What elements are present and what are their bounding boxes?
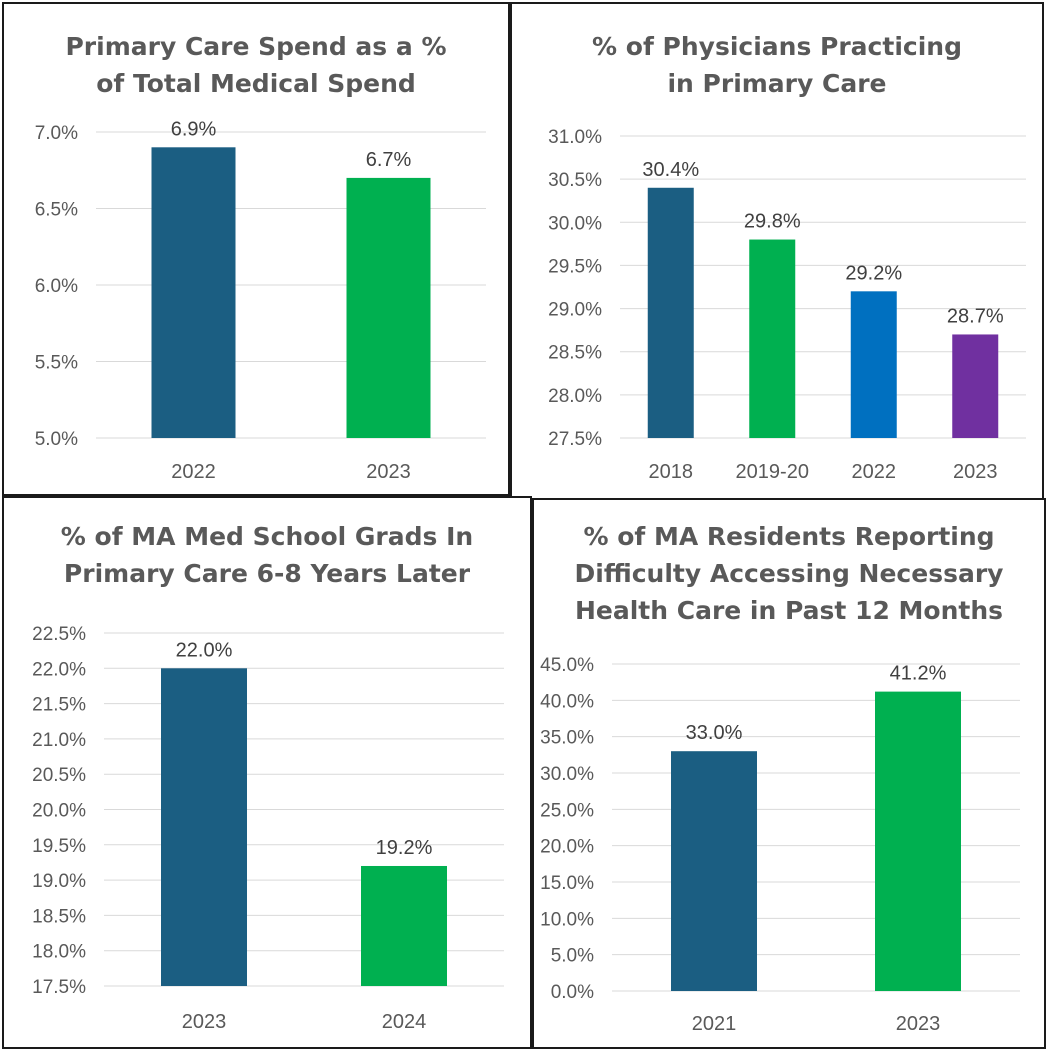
x-tick-label: 2022 <box>171 461 216 483</box>
y-tick-label: 21.0% <box>32 730 86 751</box>
chart-panel-residents-difficulty-access: % of MA Residents Reporting Difficulty A… <box>532 498 1046 1049</box>
y-tick-label: 20.0% <box>540 837 594 858</box>
bar <box>952 334 999 438</box>
chart-title: Primary Care Spend as a % of Total Medic… <box>4 28 508 102</box>
bar <box>161 668 247 986</box>
data-label: 6.9% <box>171 118 217 140</box>
y-tick-label: 30.5% <box>548 170 602 191</box>
x-tick-label: 2024 <box>382 1011 427 1033</box>
y-tick-label: 30.0% <box>540 764 594 785</box>
bar-chart: 0.0% 5.0% 10.0% 15.0% 20.0% 25.0% 30.0% 35.0% 40… <box>540 655 1020 1035</box>
data-label: 22.0% <box>176 639 233 661</box>
y-tick-label: 17.5% <box>32 977 86 998</box>
x-tick-label: 2023 <box>896 1013 941 1035</box>
y-tick-label: 28.5% <box>548 343 602 364</box>
bar <box>361 865 447 986</box>
chart-title: % of Physicians Practicing in Primary Ca… <box>512 28 1042 102</box>
chart-panel-physicians-primary-care: % of Physicians Practicing in Primary Ca… <box>510 2 1044 500</box>
chart-title-line-1: % of Physicians Practicing <box>592 32 962 61</box>
y-tick-label: 30.0% <box>548 213 602 234</box>
y-tick-label: 19.0% <box>32 871 86 892</box>
y-tick-label: 28.0% <box>548 386 602 407</box>
chart-title-line-2: Difficulty Accessing Necessary <box>574 559 1004 588</box>
data-label: 29.8% <box>744 211 801 233</box>
y-tick-label: 10.0% <box>540 909 594 930</box>
y-tick-label: 40.0% <box>540 691 594 712</box>
chart-title-line-1: % of MA Residents Reporting <box>583 522 995 551</box>
y-tick-label: 20.0% <box>32 801 86 822</box>
chart-title: % of MA Residents Reporting Difficulty A… <box>534 518 1044 629</box>
data-label: 28.7% <box>947 305 1004 327</box>
bar <box>647 187 694 438</box>
bar <box>850 291 897 438</box>
bar-chart: 5.0% 5.5% 6.0% 6.5% 7.0% 6.9% 2022 6.7% 2023 <box>35 118 486 483</box>
bar <box>151 147 236 439</box>
chart-title-line-2: of Total Medical Spend <box>96 69 416 98</box>
y-tick-label: 5.0% <box>35 429 78 450</box>
bar <box>671 751 757 991</box>
y-tick-label: 5.5% <box>35 353 78 374</box>
y-tick-label: 22.0% <box>32 659 86 680</box>
chart-title-line-2: in Primary Care <box>667 69 887 98</box>
chart-title-line-3: Health Care in Past 12 Months <box>574 596 1004 625</box>
y-tick-label: 29.0% <box>548 300 602 321</box>
data-label: 29.2% <box>845 262 902 284</box>
y-tick-label: 19.5% <box>32 836 86 857</box>
chart-title-line-1: % of MA Med School Grads In <box>60 522 474 551</box>
y-tick-label: 18.5% <box>32 906 86 927</box>
y-tick-label: 35.0% <box>540 728 594 749</box>
y-tick-label: 45.0% <box>540 655 594 676</box>
chart-title-line-2: Primary Care 6-8 Years Later <box>63 559 471 588</box>
bar <box>749 239 796 438</box>
chart-title-line-1: Primary Care Spend as a % <box>65 32 447 61</box>
x-tick-label: 2023 <box>182 1011 227 1033</box>
x-tick-label: 2023 <box>366 461 411 483</box>
y-tick-label: 0.0% <box>551 982 594 1003</box>
y-tick-label: 6.5% <box>35 200 78 221</box>
x-tick-label: 2018 <box>649 461 694 483</box>
y-tick-label: 18.0% <box>32 942 86 963</box>
chart-panel-med-school-grads: % of MA Med School Grads In Primary Care… <box>2 496 532 1049</box>
y-tick-label: 22.5% <box>32 624 86 645</box>
data-label: 33.0% <box>686 722 743 744</box>
y-tick-label: 7.0% <box>35 123 78 144</box>
y-tick-label: 27.5% <box>548 429 602 450</box>
data-label: 30.4% <box>642 159 699 181</box>
bar-chart: 27.5% 28.0% 28.5% 29.0% 29.5% 30.0% 30.5% 31.0%… <box>548 127 1026 483</box>
bar <box>346 177 431 438</box>
y-tick-label: 29.5% <box>548 256 602 277</box>
x-tick-label: 2022 <box>852 461 897 483</box>
data-label: 19.2% <box>376 837 433 859</box>
bar <box>875 691 961 991</box>
data-label: 6.7% <box>366 149 412 171</box>
y-tick-label: 6.0% <box>35 276 78 297</box>
x-tick-label: 2021 <box>692 1013 737 1035</box>
y-tick-label: 20.5% <box>32 765 86 786</box>
y-tick-label: 21.5% <box>32 695 86 716</box>
x-tick-label: 2019-20 <box>736 461 809 483</box>
y-tick-label: 15.0% <box>540 873 594 894</box>
bar-chart: 17.5% 18.0% 18.5% 19.0% 19.5% 20.0% 20.5% 21.0%… <box>32 624 504 1033</box>
chart-title: % of MA Med School Grads In Primary Care… <box>4 518 530 592</box>
y-tick-label: 25.0% <box>540 800 594 821</box>
data-label: 41.2% <box>890 663 947 685</box>
x-tick-label: 2023 <box>953 461 998 483</box>
y-tick-label: 31.0% <box>548 127 602 148</box>
chart-panel-primary-care-spend: Primary Care Spend as a % of Total Medic… <box>2 2 510 496</box>
y-tick-label: 5.0% <box>551 946 594 967</box>
